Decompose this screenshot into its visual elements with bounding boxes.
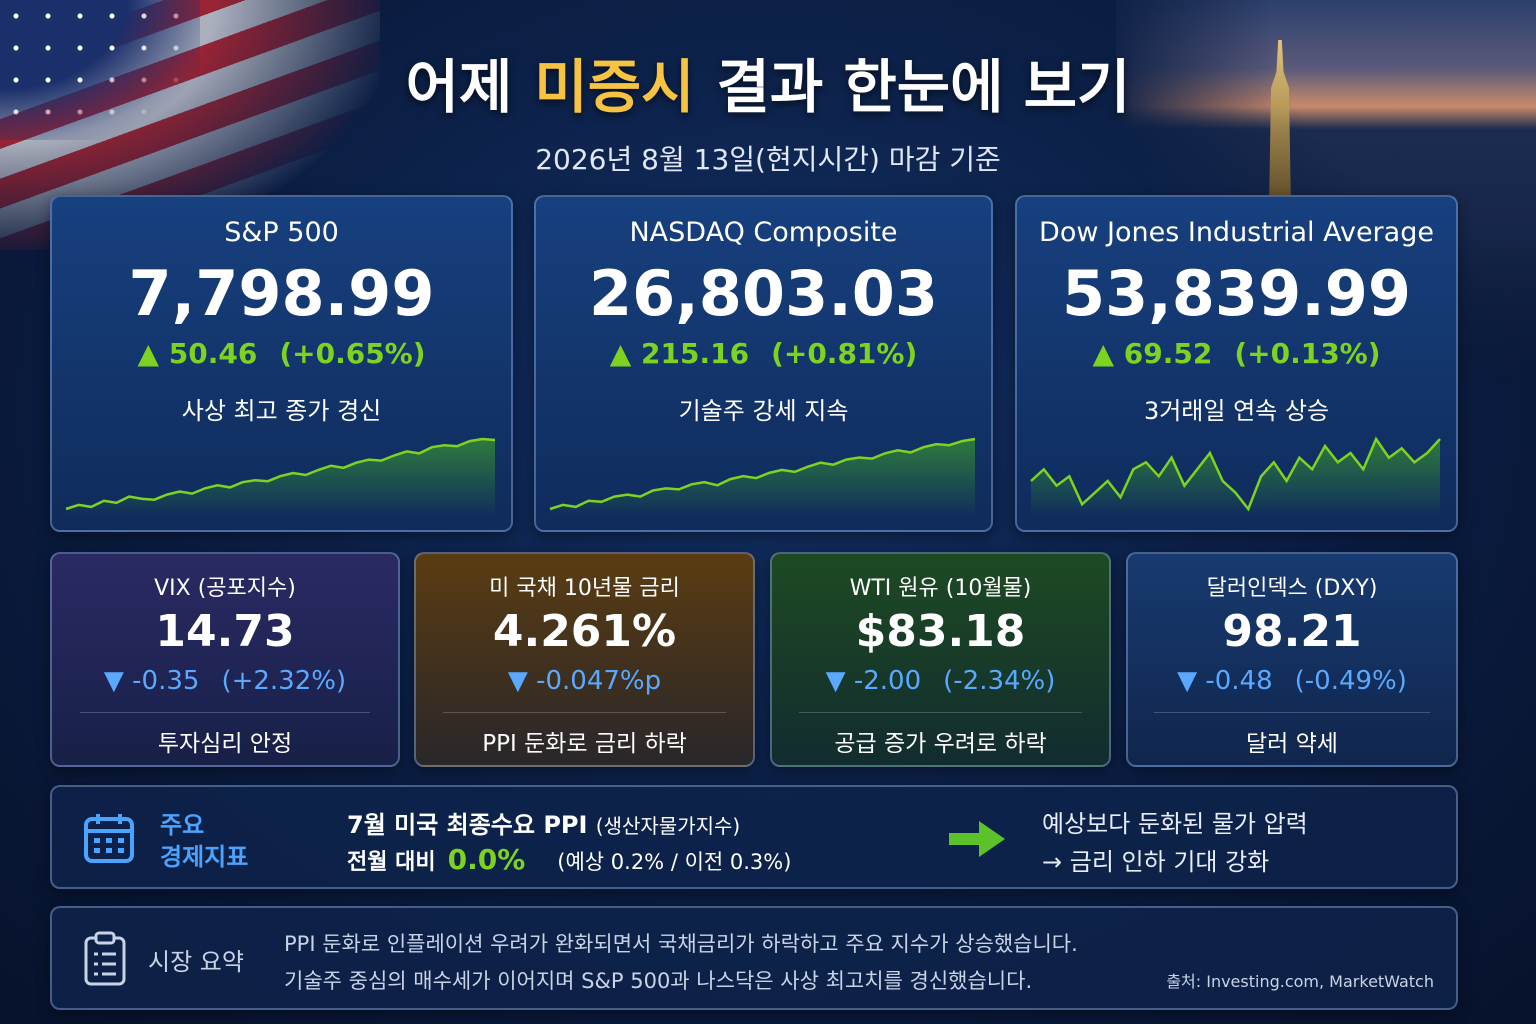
indicator-change: ▼ -0.047%p xyxy=(416,666,753,696)
pct: (+2.32%) xyxy=(221,666,347,696)
economic-box: 주요 경제지표 7월 미국 최종수요 PPI (생산자물가지수) 전월 대비 0… xyxy=(50,785,1458,889)
index-name: NASDAQ Composite xyxy=(629,217,898,248)
indicator-change: ▼ -0.48 (-0.49%) xyxy=(1128,666,1456,696)
indicator-value: 4.261% xyxy=(492,606,677,657)
sparkline-area xyxy=(550,439,975,517)
index-note: 기술주 강세 지속 xyxy=(678,397,849,425)
title: 어제 미증시 결과 한눈에 보기 xyxy=(0,40,1536,124)
subtitle: 2026년 8월 13일(현지시간) 마감 기준 xyxy=(535,143,1001,176)
index-name: Dow Jones Industrial Average xyxy=(1039,217,1434,248)
separator xyxy=(79,712,371,713)
sparkline-line xyxy=(549,437,976,511)
change: ▲ 69.52 xyxy=(1092,337,1213,370)
sparkline-line xyxy=(1030,436,1441,512)
indicator-card: VIX (공포지수) 14.73 ▼ -0.35 (+2.32%) 투자심리 안정 xyxy=(50,552,400,767)
title-text: 7월 미국 최종수요 PPI xyxy=(347,811,588,839)
separator xyxy=(798,712,1083,713)
indicator-name: 미 국채 10년물 금리 xyxy=(489,576,680,601)
summary-line: PPI 둔화로 인플레이션 우려가 완화되면서 국채금리가 하락하고 주요 지수… xyxy=(284,932,1078,956)
summary-label: 시장 요약 xyxy=(148,948,244,976)
source: 출처: Investing.com, MarketWatch xyxy=(1166,972,1434,991)
change: ▲ 215.16 xyxy=(609,337,750,370)
title-suffix: 결과 한눈에 보기 xyxy=(716,53,1131,121)
indicator-change: ▼ -0.35 (+2.32%) xyxy=(52,666,398,696)
indicator-card: 달러인덱스 (DXY) 98.21 ▼ -0.48 (-0.49%) 달러 약세 xyxy=(1126,552,1458,767)
index-change: ▲ 215.16 (+0.81%) xyxy=(536,337,991,370)
index-card: Dow Jones Industrial Average 53,839.99 ▲ 6… xyxy=(1015,195,1458,532)
economic-title: 7월 미국 최종수요 PPI (생산자물가지수) xyxy=(347,805,740,840)
indicator-note: PPI 둔화로 금리 하락 xyxy=(482,731,687,757)
indicator-value: 98.21 xyxy=(1222,606,1362,657)
economic-value: 0.0% xyxy=(447,843,526,876)
sparkline xyxy=(549,437,976,517)
clipboard-icon xyxy=(84,931,126,986)
sparkline-area xyxy=(66,439,495,517)
pct: (+0.13%) xyxy=(1234,337,1381,370)
sparkline xyxy=(65,437,496,517)
index-value: 7,798.99 xyxy=(128,257,435,330)
indicator-note: 투자심리 안정 xyxy=(157,731,293,757)
indicator-note: 공급 증가 우려로 하락 xyxy=(834,731,1047,757)
change: ▼ -0.48 xyxy=(1177,666,1273,696)
sparkline-area xyxy=(1031,439,1440,517)
indicator-card: WTI 원유 (10월물) $83.18 ▼ -2.00 (-2.34%) 공급 증가 … xyxy=(770,552,1111,767)
indicator-name: 달러인덱스 (DXY) xyxy=(1206,576,1378,601)
index-note: 사상 최고 종가 경신 xyxy=(181,397,382,425)
change: ▼ -2.00 xyxy=(825,666,922,696)
indicator-note: 달러 약세 xyxy=(1246,731,1338,757)
summary-text: PPI 둔화로 인플레이션 우려가 완화되면서 국채금리가 하락하고 주요 지수… xyxy=(284,926,1078,1000)
indicator-name: VIX (공포지수) xyxy=(154,576,296,601)
index-name: S&P 500 xyxy=(224,217,339,248)
index-value: 53,839.99 xyxy=(1061,257,1412,330)
change: ▲ 50.46 xyxy=(137,337,258,370)
change: ▼ -0.047%p xyxy=(507,666,662,696)
index-note: 3거래일 연속 상승 xyxy=(1143,397,1330,425)
result-line: 예상보다 둔화된 물가 압력 xyxy=(1042,810,1308,838)
indicator-name: WTI 원유 (10월물) xyxy=(849,576,1032,601)
pct: (+0.81%) xyxy=(771,337,918,370)
index-change: ▲ 50.46 (+0.65%) xyxy=(52,337,511,370)
index-value: 26,803.03 xyxy=(588,257,939,330)
index-card: S&P 500 7,798.99 ▲ 50.46 (+0.65%) 사상 최고 종가 경… xyxy=(50,195,513,532)
summary-box: 시장 요약 PPI 둔화로 인플레이션 우려가 완화되면서 국채금리가 하락하고… xyxy=(50,906,1458,1010)
pct: (-2.34%) xyxy=(943,666,1056,696)
index-change: ▲ 69.52 (+0.13%) xyxy=(1017,337,1456,370)
change: ▼ -0.35 xyxy=(103,666,200,696)
pct: (-0.49%) xyxy=(1294,666,1407,696)
index-card: NASDAQ Composite 26,803.03 ▲ 215.16 (+0.81%… xyxy=(534,195,993,532)
summary-line: 기술주 중심의 매수세가 이어지며 S&P 500과 나스닥은 사상 최고치를 … xyxy=(284,969,1033,993)
separator xyxy=(1154,712,1430,713)
economic-label: 주요 경제지표 xyxy=(160,809,248,873)
title-note: (생산자물가지수) xyxy=(595,814,741,838)
indicator-change: ▼ -2.00 (-2.34%) xyxy=(772,666,1109,696)
flag-union xyxy=(0,0,200,140)
pct: (+0.65%) xyxy=(279,337,426,370)
title-highlight: 미증시 xyxy=(534,53,695,121)
tower xyxy=(1269,40,1291,200)
label-line: 경제지표 xyxy=(160,843,249,871)
sparkline xyxy=(1030,436,1441,517)
economic-line: 전월 대비 0.0% (예상 0.2% / 이전 0.3%) xyxy=(347,843,791,876)
indicator-value: 14.73 xyxy=(155,606,295,657)
sparkline-line xyxy=(65,437,496,511)
result-line: → 금리 인하 기대 강화 xyxy=(1042,848,1270,876)
economic-detail: (예상 0.2% / 이전 0.3%) xyxy=(557,850,792,874)
line-label: 전월 대비 xyxy=(347,850,436,875)
economic-result: 예상보다 둔화된 물가 압력 → 금리 인하 기대 강화 xyxy=(1042,805,1308,881)
separator xyxy=(442,712,727,713)
title-prefix: 어제 xyxy=(405,53,513,121)
indicator-value: $83.18 xyxy=(855,606,1026,657)
calendar-icon xyxy=(84,814,134,863)
label-line: 주요 xyxy=(160,811,205,839)
arrow-icon xyxy=(949,821,1005,857)
indicator-card: 미 국채 10년물 금리 4.261% ▼ -0.047%p PPI 둔화로 금리 하… xyxy=(414,552,755,767)
